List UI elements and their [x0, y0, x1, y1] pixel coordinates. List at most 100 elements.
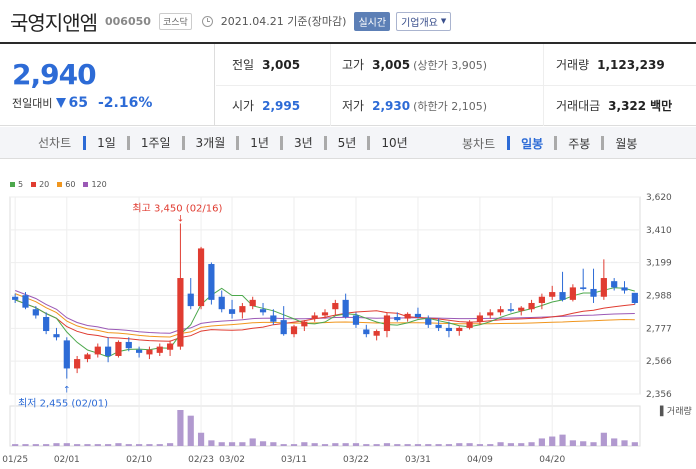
legend-label: 20 [39, 180, 50, 189]
candle-body [332, 302, 339, 310]
line-chart-label: 선차트 [38, 136, 72, 150]
legend-label: 5 [18, 180, 24, 189]
candle-body [94, 346, 101, 355]
tab-1w[interactable]: 1주일 [140, 136, 171, 150]
volume-bar [22, 444, 29, 446]
prev-close-label: 전일 [232, 58, 255, 72]
volume-bar [507, 443, 514, 446]
tab-1d[interactable]: 1일 [97, 136, 116, 150]
candle-body [352, 315, 360, 325]
volume-bar [600, 432, 607, 446]
price-grid: 전일 3,005 고가 3,005 (상한가 3,905) 거래량 1,123,… [216, 44, 696, 126]
volume-bar [187, 415, 194, 446]
volume-bar [383, 443, 391, 446]
tab-divider [279, 135, 283, 150]
realtime-button[interactable]: 실시간 [354, 11, 391, 31]
tab-indicator [507, 136, 511, 150]
y-tick-label: 3,410 [646, 226, 672, 236]
volume-bar [435, 444, 442, 446]
x-tick-label: 03/02 [219, 455, 245, 465]
candle-body [445, 327, 453, 332]
volume-bar [394, 444, 401, 446]
volume-bar [84, 444, 91, 446]
tab-weekly[interactable]: 주봉 [568, 136, 591, 151]
legend-item: 20 [31, 180, 49, 189]
legend-item: 60 [57, 180, 75, 189]
volume-bar [311, 443, 318, 446]
volume-bar [197, 432, 205, 446]
current-price-box: 2,940 전일대비 65 -2.16% [0, 44, 215, 126]
candle-body [270, 315, 277, 322]
tab-1y[interactable]: 1년 [250, 136, 269, 150]
volume-bar [621, 440, 628, 446]
candlestick-chart[interactable]: 5 20 60 120 3,620 3,410 3,199 2,988 2,777 2,5… [0, 160, 696, 469]
candle-body [22, 295, 29, 308]
candle-body [136, 349, 143, 353]
volume-bar [631, 442, 638, 446]
candle-body [373, 331, 380, 336]
candle-body [621, 287, 628, 291]
volume-bar [476, 444, 484, 446]
down-arrow-icon [56, 98, 67, 108]
candle-body [311, 315, 318, 319]
volume-bar [43, 444, 50, 446]
x-tick-label: 02/23 [188, 455, 214, 465]
company-info-dropdown[interactable]: 기업개요 ▼ [396, 11, 452, 31]
legend-label: 60 [65, 180, 76, 189]
change-label: 전일대비 [12, 97, 53, 110]
volume-cell: 거래량 1,123,239 [556, 44, 665, 85]
volume-bar [280, 444, 287, 446]
tab-divider [554, 136, 558, 150]
tab-10y[interactable]: 10년 [381, 136, 408, 150]
ma60-line [15, 293, 635, 338]
volume-bar [404, 444, 411, 446]
candle-body [43, 317, 50, 332]
clock-icon [201, 15, 213, 27]
low-label: 저가 [342, 99, 365, 113]
candle-body [259, 309, 267, 313]
volume-frame [9, 405, 641, 447]
candle-body [74, 359, 81, 369]
high-cell: 고가 3,005 (상한가 3,905) [342, 44, 487, 85]
volume-bar [290, 444, 298, 446]
volume-bar [270, 442, 277, 446]
candle-body [383, 315, 391, 332]
tab-3m[interactable]: 3개월 [195, 136, 226, 150]
x-tick-label: 02/10 [126, 455, 152, 465]
volume-bar [218, 442, 225, 446]
low-arrow-icon: ↑ [63, 386, 71, 396]
candle-body [549, 292, 556, 297]
candle-body [476, 315, 484, 322]
tab-monthly[interactable]: 월봉 [615, 136, 638, 151]
tab-5y[interactable]: 5년 [337, 136, 357, 150]
legend-swatch [31, 182, 37, 187]
candle-body [569, 287, 576, 300]
prev-close-value: 3,005 [262, 57, 301, 72]
volume-bar [332, 443, 339, 446]
candle-body [156, 346, 163, 353]
legend-swatch [10, 182, 15, 187]
candle-body [321, 312, 329, 316]
candle-body [631, 292, 638, 303]
x-tick-label: 04/09 [467, 455, 493, 465]
volume-bar [259, 441, 267, 446]
candle-body [342, 299, 349, 318]
volume-bar [445, 444, 453, 446]
volume-bar [177, 410, 184, 446]
volume-bar [590, 442, 597, 446]
volume-bar [146, 444, 153, 446]
change-row: 전일대비 65 -2.16% [12, 95, 152, 111]
chart-canvas[interactable]: 3,620 3,410 3,199 2,988 2,777 2,566 2,356 01/25… [0, 160, 696, 469]
tab-daily[interactable]: 일봉 [521, 136, 544, 151]
volume-bar [166, 443, 174, 446]
candle-body [590, 288, 597, 297]
candle-body [84, 354, 91, 360]
candle-body [166, 343, 174, 350]
volume-value: 1,123,239 [597, 57, 665, 72]
volume-bar [125, 444, 132, 446]
volume-bar [301, 442, 308, 446]
candle-body [487, 312, 494, 316]
tab-3y[interactable]: 3년 [293, 136, 313, 150]
volume-label: 거래량 [556, 58, 590, 72]
high-value: 3,005 [372, 57, 411, 72]
